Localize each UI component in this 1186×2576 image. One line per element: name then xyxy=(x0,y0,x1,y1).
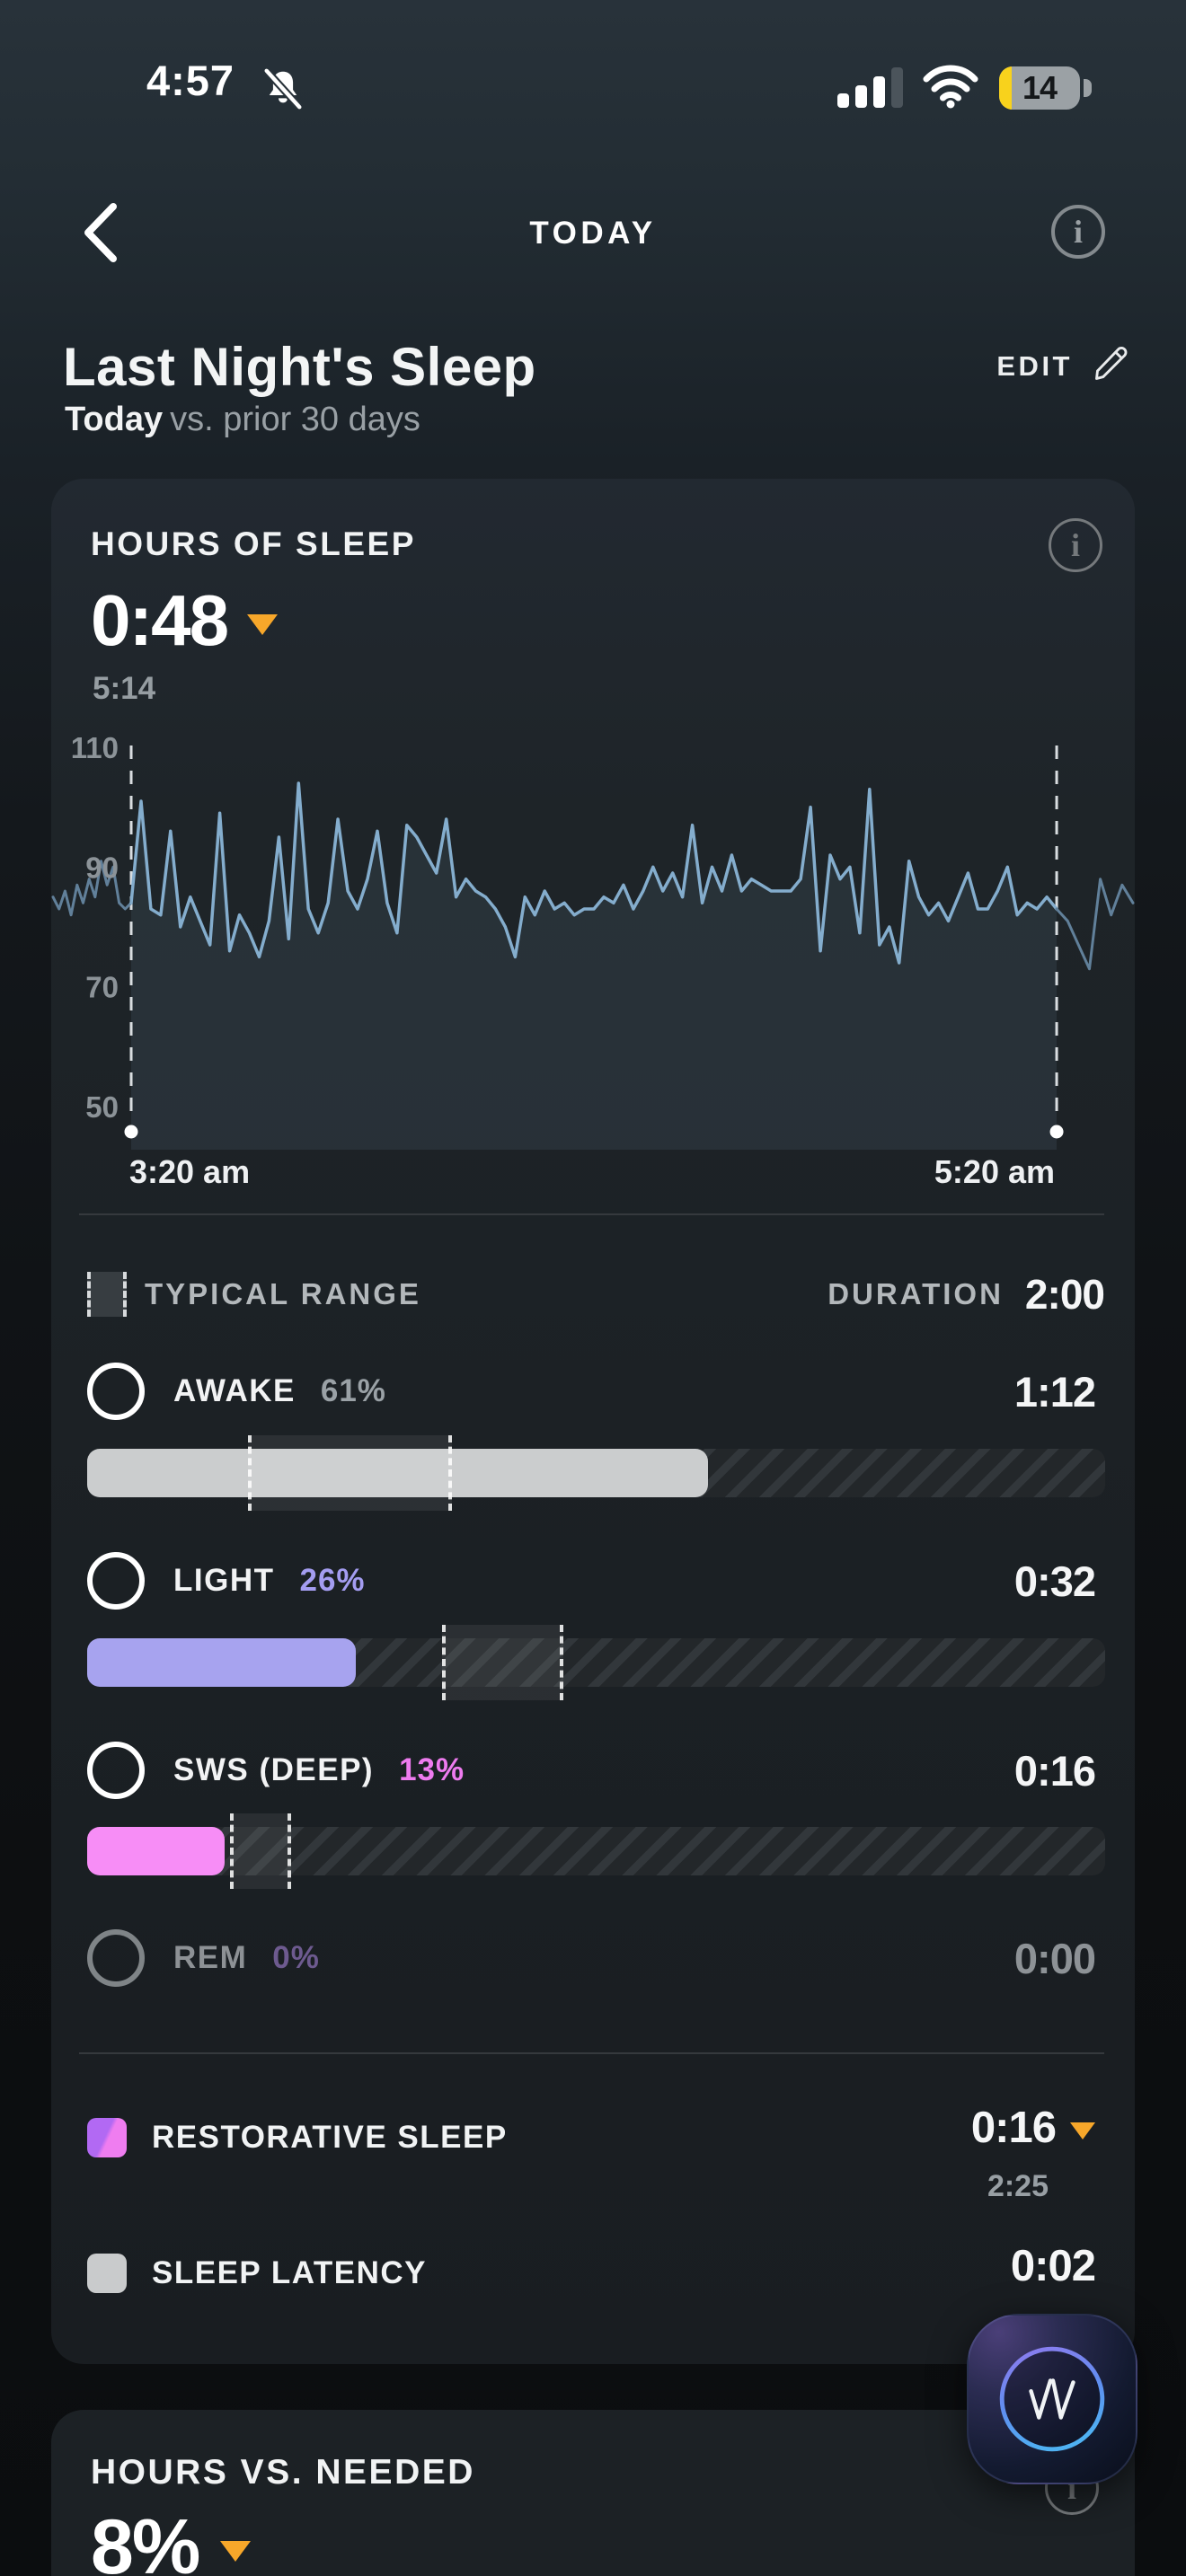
nav-title: TODAY xyxy=(529,216,657,251)
edit-button[interactable]: EDIT xyxy=(996,343,1132,389)
trend-down-icon xyxy=(220,2541,252,2562)
svg-text:50: 50 xyxy=(85,1090,119,1124)
restorative-sleep-row: RESTORATIVE SLEEP xyxy=(87,2106,508,2169)
whoop-logo xyxy=(1029,2378,1075,2420)
hours-vs-needed-card: HOURS VS. NEEDED 8% xyxy=(51,2410,1135,2576)
stage-toggle-circle[interactable] xyxy=(87,1363,145,1420)
battery-fill xyxy=(999,66,1013,110)
typical-range-overlay xyxy=(442,1625,564,1700)
stage-duration: 0:32 xyxy=(1013,1557,1096,1605)
stage-label: AWAKE xyxy=(173,1373,296,1408)
restorative-sleep-value-group: 0:16 xyxy=(971,2103,1095,2153)
whoop-ring xyxy=(999,2346,1105,2452)
card-title: HOURS OF SLEEP xyxy=(91,525,416,562)
stage-toggle-circle[interactable] xyxy=(87,1742,145,1799)
restorative-sleep-swatch xyxy=(87,2118,127,2157)
comparison-value: 5:14 xyxy=(93,671,156,706)
restorative-sleep-label: RESTORATIVE SLEEP xyxy=(152,2120,508,2155)
comparison-subtitle: Today vs. prior 30 days xyxy=(65,401,420,439)
stage-percent: 0% xyxy=(272,1940,320,1975)
typical-range-overlay xyxy=(229,1813,291,1889)
svg-text:110: 110 xyxy=(71,731,119,764)
stage-row-light: LIGHT 26% 0:32 xyxy=(87,1549,1096,1612)
info-icon[interactable] xyxy=(1049,518,1102,572)
sleep-end-label: 5:20 am xyxy=(934,1153,1055,1190)
back-button[interactable] xyxy=(75,201,129,264)
stage-duration: 0:00 xyxy=(1013,1934,1096,1982)
info-icon[interactable] xyxy=(1051,205,1105,259)
trend-down-icon xyxy=(247,613,279,635)
stage-bar-light xyxy=(87,1625,1105,1700)
heart-rate-chart[interactable]: 110 90 70 50 xyxy=(51,728,1135,1150)
stage-percent: 61% xyxy=(320,1373,386,1408)
sleep-start-label: 3:20 am xyxy=(129,1153,251,1190)
stage-bar-fill xyxy=(87,1449,709,1497)
hours-vs-needed-value: 8% xyxy=(91,2504,200,2576)
stage-bar-fill xyxy=(87,1638,357,1687)
sleep-latency-value-group: 0:02 xyxy=(1010,2241,1096,2291)
restorative-sleep-value: 0:16 xyxy=(970,2104,1057,2152)
sleep-latency-label: SLEEP LATENCY xyxy=(152,2255,428,2290)
stage-toggle-circle[interactable] xyxy=(87,1929,145,1987)
pencil-icon xyxy=(1091,343,1132,389)
svg-text:90: 90 xyxy=(85,851,119,884)
duration-value: 2:00 xyxy=(1024,1271,1105,1318)
stage-bar-sws xyxy=(87,1813,1105,1889)
stage-bar-awake xyxy=(87,1435,1105,1511)
trend-down-icon xyxy=(1070,2122,1095,2139)
stage-label: REM xyxy=(173,1940,248,1975)
status-time: 4:57 xyxy=(146,57,235,104)
stage-label: LIGHT xyxy=(173,1563,275,1598)
subtitle-emphasis: Today xyxy=(65,401,164,438)
page-title: Last Night's Sleep xyxy=(63,337,536,397)
card-title: HOURS VS. NEEDED xyxy=(91,2453,475,2492)
stage-row-sws-deep: SWS (DEEP) 13% 0:16 xyxy=(87,1739,1096,1802)
stage-duration: 1:12 xyxy=(1013,1367,1096,1416)
sleep-latency-swatch xyxy=(87,2254,127,2293)
typical-range-label: TYPICAL RANGE xyxy=(145,1277,421,1310)
stage-percent: 26% xyxy=(299,1563,366,1598)
battery-icon: 14 xyxy=(999,66,1080,110)
typical-range-overlay xyxy=(248,1435,452,1511)
sleep-latency-value: 0:02 xyxy=(1010,2242,1096,2290)
whoop-fab-button[interactable] xyxy=(967,2314,1137,2484)
stage-toggle-circle[interactable] xyxy=(87,1552,145,1610)
hours-of-sleep-card: HOURS OF SLEEP 0:48 5:14 110 90 70 50 3:20 … xyxy=(51,479,1135,2364)
stage-label: SWS (DEEP) xyxy=(173,1752,375,1787)
cellular-signal-icon xyxy=(837,66,909,112)
stage-percent: 13% xyxy=(399,1752,465,1787)
stage-row-awake: AWAKE 61% 1:12 xyxy=(87,1360,1096,1423)
stage-duration: 0:16 xyxy=(1013,1746,1096,1795)
legend-row: TYPICAL RANGE DURATION 2:00 xyxy=(87,1267,1105,1321)
divider xyxy=(79,2052,1104,2054)
restorative-comparison-value: 2:25 xyxy=(987,2169,1049,2203)
sleep-latency-row: SLEEP LATENCY xyxy=(87,2242,427,2305)
duration-label: DURATION xyxy=(828,1277,1004,1310)
svg-text:70: 70 xyxy=(85,971,119,1004)
bell-muted-icon xyxy=(259,66,307,116)
subtitle-rest: vs. prior 30 days xyxy=(170,401,420,438)
typical-range-icon xyxy=(87,1272,127,1317)
battery-cap xyxy=(1084,79,1092,97)
stage-row-rem: REM 0% 0:00 xyxy=(87,1927,1096,1989)
edit-label: EDIT xyxy=(996,349,1073,382)
wifi-icon xyxy=(922,65,979,114)
sleep-duration-value: 0:48 xyxy=(91,580,229,660)
battery-percent: 14 xyxy=(1022,69,1058,106)
stage-bar-fill xyxy=(87,1827,225,1875)
divider xyxy=(79,1213,1104,1215)
